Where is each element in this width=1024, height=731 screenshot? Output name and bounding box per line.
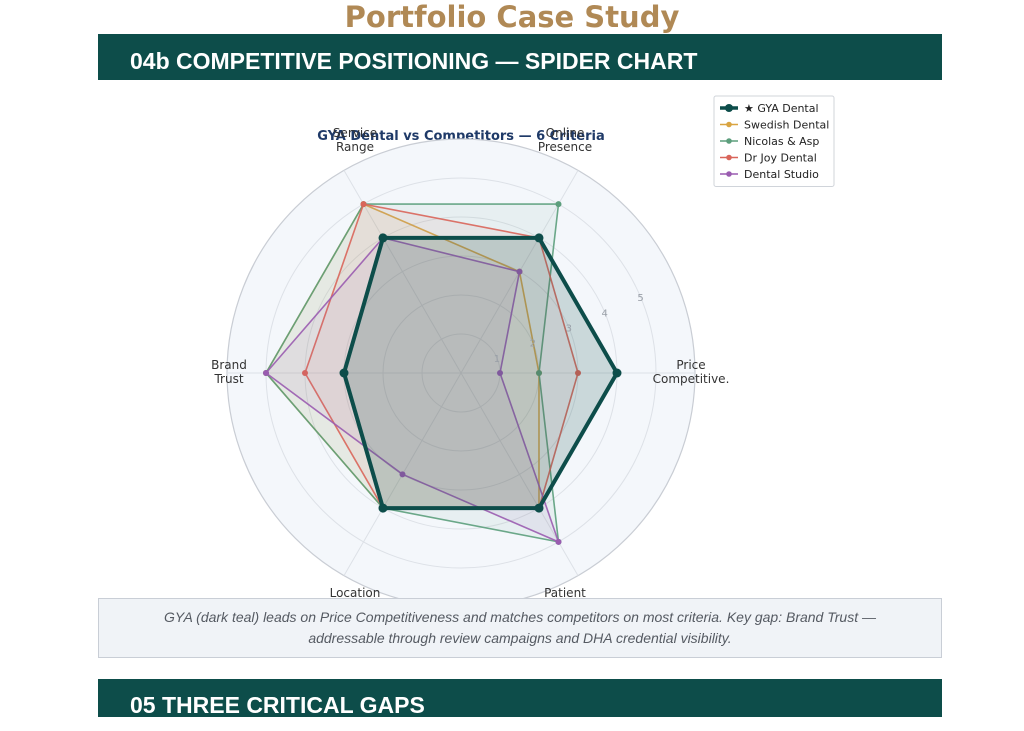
data-point — [497, 370, 503, 376]
data-point — [378, 503, 388, 513]
axis-label: Price — [676, 358, 705, 372]
radial-tick-label: 1 — [494, 354, 500, 365]
legend-label: ★ GYA Dental — [744, 102, 819, 115]
axis-label: Competitive. — [653, 372, 730, 386]
series-area — [266, 204, 539, 509]
data-point — [516, 268, 523, 275]
legend-label: Dr Joy Dental — [744, 152, 817, 165]
data-point — [302, 370, 308, 376]
section-heading-05: 05 THREE CRITICAL GAPS — [98, 679, 942, 718]
legend-swatch-marker — [725, 104, 733, 112]
legend-label: Nicolas & Asp — [744, 135, 819, 148]
data-point — [399, 471, 406, 478]
data-point — [339, 368, 349, 378]
radial-tick-label: 5 — [637, 293, 643, 304]
axis-label: Location — [330, 586, 381, 598]
legend-swatch-marker — [726, 121, 732, 128]
chart-title: GYA Dental vs Competitors — 6 Criteria — [317, 129, 605, 144]
radial-tick-label: 4 — [601, 308, 607, 319]
data-point — [555, 201, 562, 208]
axis-label: Range — [336, 140, 374, 154]
series-area — [305, 204, 578, 509]
data-point — [263, 370, 269, 376]
axis-label: Service — [333, 126, 377, 140]
data-point — [536, 370, 542, 376]
series-area — [344, 237, 617, 509]
data-point — [555, 538, 562, 545]
axis-label: Online — [546, 126, 585, 140]
data-point — [378, 233, 388, 243]
section-heading-04b: 04b COMPETITIVE POSITIONING — SPIDER CHA… — [98, 34, 942, 80]
legend-label: Dental Studio — [744, 168, 819, 181]
axis-label: Presence — [538, 140, 592, 154]
axis-label: Brand — [211, 358, 247, 372]
legend-swatch-marker — [726, 154, 732, 161]
legend-swatch-marker — [726, 171, 732, 177]
chart-caption-box: GYA (dark teal) leads on Price Competiti… — [98, 598, 942, 658]
legend-swatch-marker — [726, 138, 732, 144]
radial-tick-label: 2 — [530, 339, 536, 350]
data-point — [534, 233, 544, 243]
radial-tick-label: 3 — [566, 323, 572, 334]
legend-label: Swedish Dental — [744, 119, 829, 132]
data-point — [612, 368, 622, 378]
data-point — [575, 370, 581, 376]
axis-label: Trust — [213, 372, 243, 386]
series-area — [266, 237, 559, 542]
legend-box — [713, 95, 835, 187]
page-title: Portfolio Case Study — [344, 0, 680, 34]
radar-chart: GYA Dental vs Competitors — 6 Criteria 1… — [98, 80, 942, 598]
chart-caption: GYA (dark teal) leads on Price Competiti… — [164, 609, 876, 646]
axis-label: Patient — [544, 586, 586, 598]
data-point — [534, 503, 544, 513]
data-point — [360, 201, 367, 208]
